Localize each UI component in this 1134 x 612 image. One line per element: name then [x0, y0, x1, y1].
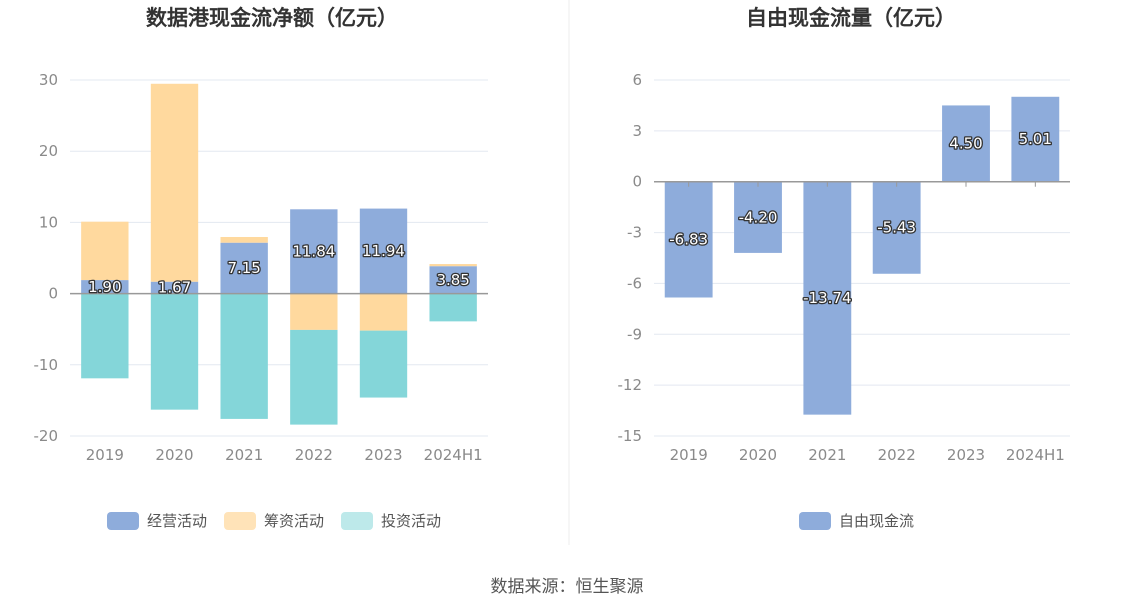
y-tick-label: 30 [39, 71, 58, 89]
right-grid [654, 79, 1070, 437]
data-label: -5.43 [877, 219, 916, 237]
bar-free_cash-2020 [734, 181, 782, 253]
bar-financing-2024H1 [429, 264, 477, 267]
right-chart-title: 自由现金流量（亿元） [746, 6, 956, 30]
data-label: 5.01 [1019, 130, 1052, 148]
x-tick-label: 2024H1 [424, 446, 483, 464]
bar-financing-2023 [359, 293, 408, 331]
bar-free_cash-2024H1 [1011, 96, 1060, 182]
x-tick-label: 2021 [225, 446, 263, 464]
y-tick-label: -9 [627, 325, 642, 343]
bar-operating-2023 [359, 208, 408, 294]
left-legend: 经营活动 筹资活动 投资活动 [107, 512, 441, 530]
bar-free_cash-2023 [942, 105, 990, 182]
right-x-axis: 2019 2020 2021 2022 2023 2024H1 [670, 181, 1065, 464]
y-tick-label: 0 [48, 285, 58, 303]
left-chart-title: 数据港现金流净额（亿元） [146, 6, 398, 30]
data-label: 11.84 [292, 242, 335, 260]
legend-label-investing: 投资活动 [381, 512, 441, 530]
y-tick-label: 20 [39, 142, 58, 160]
bar-operating-2024H1 [429, 266, 477, 294]
x-tick-label: 2022 [295, 446, 333, 464]
right-legend: 自由现金流 [799, 512, 914, 530]
bar-operating-2019 [81, 280, 129, 294]
bar-operating-2022 [290, 209, 338, 294]
bar-operating-2021 [220, 242, 268, 294]
right-bars [654, 96, 1070, 415]
x-tick-label: 2020 [155, 446, 193, 464]
y-tick-label: -3 [627, 224, 642, 242]
x-tick-label: 2021 [808, 446, 846, 464]
right-y-axis: 6 3 0 -3 -6 -9 -12 -15 [618, 71, 643, 445]
data-label: -13.74 [803, 289, 851, 307]
legend-swatch-free_cash [799, 512, 831, 530]
x-tick-label: 2019 [670, 446, 708, 464]
bar-investing-2021 [220, 293, 268, 419]
legend-swatch-financing [224, 512, 256, 530]
data-label: -4.20 [739, 208, 778, 226]
data-label: 1.90 [88, 278, 121, 296]
bar-investing-2022 [290, 329, 338, 425]
data-label: 7.15 [227, 259, 260, 277]
y-tick-label: -10 [34, 356, 59, 374]
y-tick-label: -15 [618, 427, 643, 445]
y-tick-label: 3 [632, 122, 642, 140]
left-bars [70, 83, 488, 425]
legend-label-operating: 经营活动 [147, 512, 207, 530]
legend-label-financing: 筹资活动 [264, 512, 324, 530]
legend-swatch-investing [341, 512, 373, 530]
left-grid [70, 79, 488, 437]
data-label: 3.85 [436, 271, 469, 289]
x-tick-label: 2020 [739, 446, 777, 464]
left-data-labels: 1.90 1.67 7.15 11.84 11.94 3.85 [87, 241, 471, 298]
data-label: 4.50 [949, 135, 982, 153]
legend-label-free_cash: 自由现金流 [839, 512, 914, 530]
y-tick-label: -12 [618, 376, 643, 394]
x-tick-label: 2019 [86, 446, 124, 464]
bar-operating-2020 [150, 281, 199, 294]
data-label: -6.83 [669, 231, 708, 249]
x-tick-label: 2022 [878, 446, 916, 464]
bar-free_cash-2021 [803, 181, 852, 415]
y-tick-label: 0 [632, 173, 642, 191]
x-tick-label: 2023 [947, 446, 985, 464]
bar-investing-2024H1 [429, 293, 477, 322]
bar-investing-2019 [81, 293, 129, 379]
bar-financing-2020 [150, 83, 199, 282]
bar-free_cash-2019 [664, 181, 713, 298]
y-tick-label: 6 [632, 71, 642, 89]
x-tick-label: 2023 [364, 446, 402, 464]
right-chart: 自由现金流量（亿元） 630-3-6-9-12-15 2019 2020 2021 2… [618, 6, 1070, 530]
bar-investing-2020 [150, 293, 199, 410]
legend-swatch-operating [107, 512, 139, 530]
data-label: 1.67 [158, 279, 191, 297]
bar-investing-2023 [359, 330, 408, 398]
right-data-labels: -6.83 -4.20 -13.74 -5.43 4.50 5.01 [668, 129, 1053, 309]
bar-free_cash-2022 [872, 181, 921, 274]
data-source: 数据来源：恒生聚源 [491, 577, 644, 597]
left-y-axis: 30 20 10 0 -10 -20 [34, 71, 59, 445]
left-x-axis: 2019 2020 2021 2022 2023 2024H1 [86, 446, 483, 464]
bar-financing-2021 [220, 236, 268, 243]
y-tick-label: -6 [627, 274, 642, 292]
data-label: 11.94 [362, 242, 405, 260]
y-tick-label: -20 [34, 427, 59, 445]
x-tick-label: 2024H1 [1006, 446, 1065, 464]
bar-financing-2019 [81, 221, 129, 281]
y-tick-label: 10 [39, 213, 58, 231]
bar-financing-2022 [290, 293, 338, 330]
